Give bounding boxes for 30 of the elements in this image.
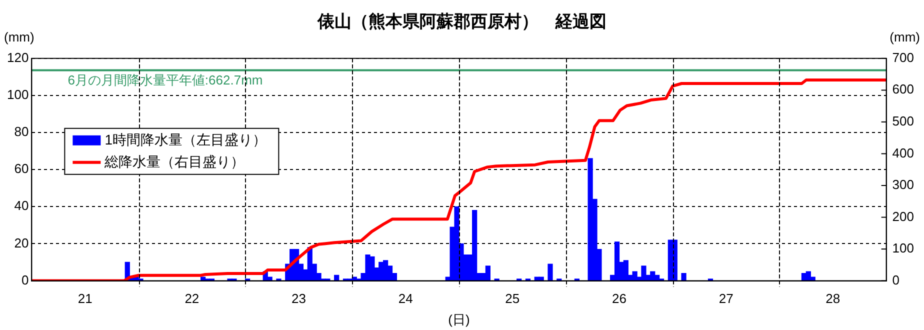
y2-tick-label: 700	[892, 50, 914, 65]
y-tick-label: 60	[14, 161, 29, 176]
y2-tick-label: 400	[892, 145, 914, 160]
y-tick-label: 40	[14, 198, 29, 214]
legend-label: 総降水量（右目盛り）	[104, 153, 245, 170]
x-tick-label: 27	[718, 291, 734, 306]
y2-tick-label: 600	[892, 82, 914, 97]
y2-tick-label: 0	[892, 272, 900, 288]
y-axis-title: (mm)	[4, 29, 34, 44]
y2-tick-label: 200	[892, 208, 914, 224]
legend-label: 1時間降水量（左目盛り）	[104, 131, 266, 148]
y-tick-label: 120	[6, 50, 29, 65]
y2-tick-label: 500	[892, 114, 914, 129]
y-tick-label: 20	[14, 235, 29, 250]
y-tick-label: 100	[6, 87, 29, 102]
x-axis-title: (日)	[448, 312, 470, 327]
ref-line-label: 6月の月間降水量平年値:662.7mm	[68, 72, 263, 88]
y2-axis-title: (mm)	[890, 29, 920, 44]
x-tick-label: 26	[612, 291, 626, 306]
y2-tick-label: 300	[892, 177, 914, 192]
x-tick-label: 24	[398, 291, 413, 306]
y-tick-label: 0	[21, 272, 29, 288]
x-tick-label: 28	[826, 291, 840, 306]
y-tick-label: 80	[14, 124, 29, 140]
x-tick-label: 23	[292, 291, 306, 306]
x-tick-label: 22	[184, 291, 200, 306]
y2-tick-label: 100	[892, 240, 914, 256]
x-tick-label: 25	[505, 291, 520, 306]
chart-title: 俵山（熊本県阿蘇郡西原村） 経過図	[316, 12, 606, 31]
x-tick-label: 21	[78, 291, 92, 306]
